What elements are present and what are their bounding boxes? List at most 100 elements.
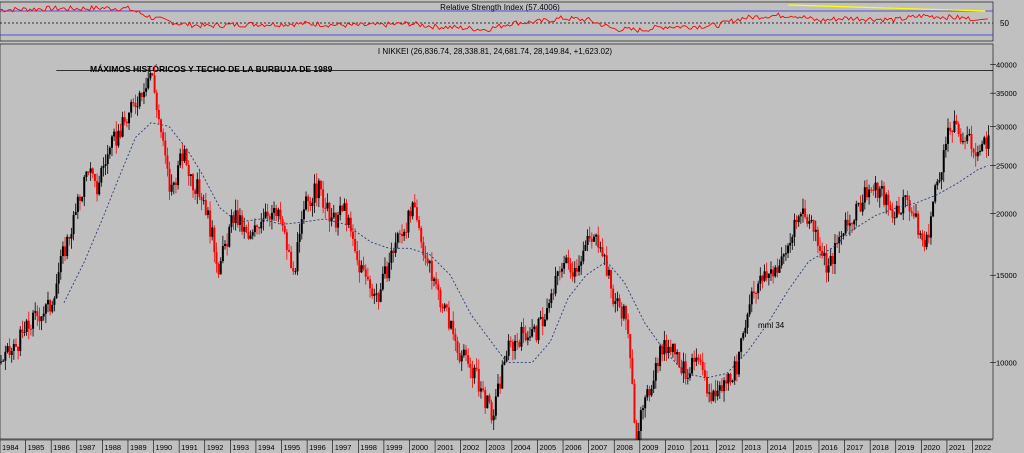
x-tick-label: 1989 — [130, 443, 147, 452]
candle-body — [872, 189, 875, 191]
candle-body — [720, 385, 723, 392]
candle-body — [761, 275, 764, 281]
candle-body — [377, 293, 380, 302]
candle-body — [968, 133, 971, 136]
candle-body — [366, 276, 369, 280]
candle-body — [462, 349, 465, 356]
candle-body — [718, 385, 721, 391]
candle-body — [407, 210, 410, 233]
x-tick-label: 2003 — [488, 443, 505, 452]
candle-body — [590, 238, 593, 242]
price-panel: I NIKKEI (26,836.74, 28,338.81, 24,681.7… — [0, 43, 1017, 448]
candle-body — [744, 327, 747, 334]
candle-body — [731, 380, 734, 382]
candle-body — [351, 231, 354, 239]
candle-body — [782, 254, 785, 257]
candle-body — [556, 271, 559, 277]
candle-body — [413, 202, 416, 208]
candle-body — [910, 211, 913, 214]
candle-body — [548, 303, 551, 309]
candle-body — [686, 377, 689, 379]
candle-body — [428, 260, 431, 264]
candle-body — [401, 233, 404, 237]
candle-body — [174, 182, 177, 186]
candle-body — [780, 256, 783, 266]
candle-body — [983, 137, 986, 144]
candle-body — [305, 196, 308, 210]
candlestick-series — [0, 65, 990, 448]
candle-body — [29, 328, 32, 330]
candle-body — [85, 171, 88, 177]
candle-body — [605, 255, 608, 276]
candle-body — [358, 260, 361, 273]
x-tick-label: 1994 — [258, 443, 275, 452]
candle-body — [147, 78, 150, 89]
candle-body — [784, 253, 787, 255]
candle-body — [759, 275, 762, 284]
x-tick-label: 1988 — [104, 443, 121, 452]
candle-body — [313, 183, 316, 203]
candle-body — [859, 202, 862, 212]
candle-body — [465, 349, 468, 356]
candle-body — [827, 265, 830, 273]
candle-body — [765, 271, 768, 279]
candle-body — [294, 271, 297, 273]
candle-body — [723, 380, 726, 392]
x-tick-label: 2016 — [821, 443, 838, 452]
candle-body — [737, 351, 740, 375]
candle-body — [96, 181, 99, 195]
candle-body — [206, 210, 209, 215]
candle-body — [492, 415, 495, 421]
candle-body — [426, 258, 429, 264]
candle-body — [200, 196, 203, 201]
x-tick-label: 1995 — [284, 443, 301, 452]
candle-body — [812, 219, 815, 232]
candle-body — [290, 251, 293, 269]
candle-body — [241, 215, 244, 232]
candle-body — [83, 176, 86, 197]
candle-body — [974, 152, 977, 157]
candle-body — [422, 242, 425, 256]
candle-body — [588, 235, 591, 239]
candle-body — [578, 265, 581, 272]
candle-body — [25, 320, 28, 333]
candle-body — [369, 279, 372, 289]
candle-body — [283, 225, 286, 233]
candle-body — [622, 306, 625, 319]
candle-body — [110, 136, 113, 148]
candle-body — [345, 203, 348, 225]
x-tick-label: 1999 — [386, 443, 403, 452]
candle-body — [654, 362, 657, 381]
candle-body — [8, 346, 11, 355]
candle-body — [258, 226, 261, 229]
candle-body — [494, 396, 497, 416]
candle-body — [806, 216, 809, 224]
candle-body — [40, 316, 43, 322]
candle-body — [733, 361, 736, 381]
candle-body — [799, 213, 802, 217]
price-panel-frame — [0, 43, 994, 440]
candle-body — [170, 184, 173, 192]
candle-body — [53, 298, 56, 305]
candle-body — [897, 205, 900, 214]
candle-body — [55, 283, 58, 299]
candle-body — [537, 318, 540, 341]
candle-body — [631, 358, 634, 384]
candle-body — [343, 203, 346, 211]
candle-body — [904, 195, 907, 198]
candle-body — [624, 306, 627, 320]
candle-body — [915, 213, 918, 217]
candle-body — [262, 218, 265, 222]
candle-body — [166, 155, 169, 169]
candle-body — [292, 268, 295, 272]
candle-body — [883, 186, 886, 205]
candle-body — [138, 92, 141, 107]
candle-body — [554, 276, 557, 294]
candle-body — [219, 261, 222, 275]
candle-body — [296, 241, 299, 272]
candle-body — [98, 182, 101, 195]
candle-body — [921, 233, 924, 241]
candle-body — [669, 346, 672, 353]
candle-body — [659, 346, 662, 367]
